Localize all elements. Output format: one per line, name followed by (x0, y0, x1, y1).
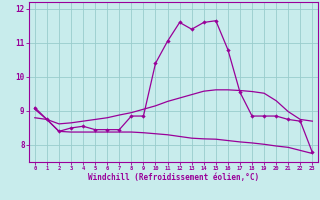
X-axis label: Windchill (Refroidissement éolien,°C): Windchill (Refroidissement éolien,°C) (88, 173, 259, 182)
